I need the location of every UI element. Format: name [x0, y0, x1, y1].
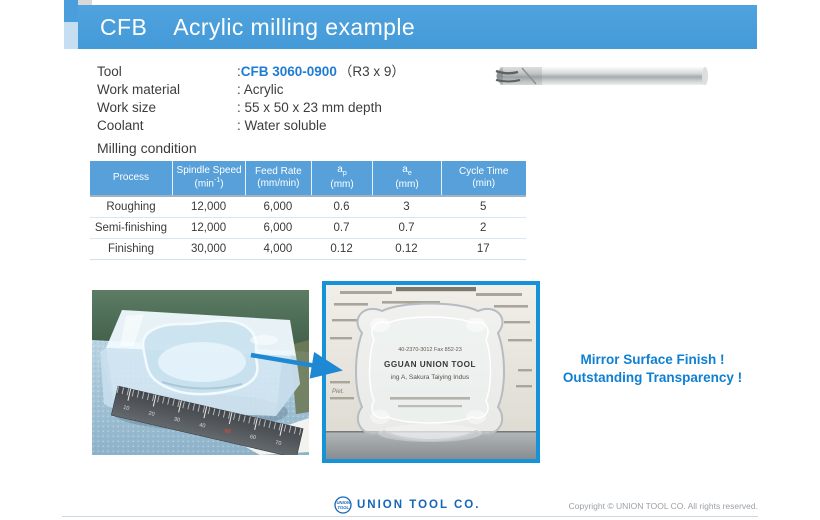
table-row-finishing: Finishing 30,000 4,000 0.12 0.12 17 — [90, 239, 526, 260]
svg-text:30: 30 — [173, 416, 180, 423]
spec-value: : Water soluble — [237, 118, 327, 133]
col-header-spindle-speed: Spindle Speed (min-1) — [171, 161, 245, 195]
transparency-closeup-photo: 40-2370-3012 Fax 852-23 GGUAN UNION TOOL… — [322, 281, 540, 463]
spec-row-tool: Tool : CFB 3060-0900 （R3 x 9） — [97, 63, 405, 81]
svg-text:70: 70 — [275, 440, 282, 447]
end-mill-photo — [495, 67, 708, 85]
milling-condition-title: Milling condition — [97, 140, 197, 156]
svg-text:40-2370-3012 Fax 852-23: 40-2370-3012 Fax 852-23 — [398, 347, 462, 353]
svg-text:ing A, Sakura Taiying Indus: ing A, Sakura Taiying Indus — [391, 374, 470, 381]
header-deco-square-lightblue — [64, 22, 78, 49]
table-header-row: Process Spindle Speed (min-1) Feed Rate … — [90, 161, 526, 197]
arrow-icon — [250, 351, 343, 379]
footer-divider — [62, 516, 758, 517]
spec-colon: : — [237, 64, 241, 79]
spec-value: : Acrylic — [237, 82, 284, 97]
page-title: CFB Acrylic milling example — [100, 14, 415, 41]
spec-row-coolant: Coolant : Water soluble — [97, 117, 405, 135]
col-header-ae: ae (mm) — [372, 161, 440, 195]
spec-label: Coolant — [97, 118, 144, 133]
callout-line-1: Mirror Surface Finish ! — [580, 352, 725, 367]
col-header-feed-rate: Feed Rate (mm/min) — [245, 161, 310, 195]
spec-row-work-size: Work size : 55 x 50 x 23 mm depth — [97, 99, 405, 117]
title-text: Acrylic milling example — [173, 13, 416, 40]
union-tool-logo-icon: UNION TOOL — [334, 496, 352, 514]
spec-label: Tool — [97, 64, 122, 79]
svg-text:UNION: UNION — [336, 500, 350, 505]
header-bar: CFB Acrylic milling example — [78, 5, 757, 49]
table-row-semi-finishing: Semi-finishing 12,000 6,000 0.7 0.7 2 — [90, 218, 526, 239]
svg-text:50: 50 — [224, 428, 231, 435]
spec-tool-code: CFB 3060-0900 — [240, 64, 337, 79]
svg-text:TOOL: TOOL — [337, 505, 350, 510]
tool-spec-list: Tool : CFB 3060-0900 （R3 x 9） Work mater… — [97, 63, 405, 135]
spec-label: Work size — [97, 100, 157, 115]
col-header-ap: ap (mm) — [310, 161, 373, 195]
ruler: 10 20 30 40 50 60 70 — [110, 385, 304, 455]
header-deco-square-blue — [64, 0, 78, 22]
svg-text:40: 40 — [199, 422, 206, 429]
spec-row-work-material: Work material : Acrylic — [97, 81, 405, 99]
spec-value: : 55 x 50 x 23 mm depth — [237, 100, 382, 115]
svg-text:GGUAN UNION TOOL: GGUAN UNION TOOL — [384, 360, 476, 369]
spec-tool-geometry: （R3 x 9） — [338, 64, 405, 79]
svg-text:10: 10 — [123, 405, 130, 412]
copyright-text: Copyright © UNION TOOL CO. All rights re… — [568, 501, 758, 511]
spec-label: Work material — [97, 82, 181, 97]
col-header-cycle-time: Cycle Time (min) — [440, 161, 526, 195]
company-name: UNION TOOL CO. — [357, 499, 481, 511]
table-row-roughing: Roughing 12,000 6,000 0.6 3 5 — [90, 197, 526, 218]
svg-text:Piet.: Piet. — [332, 389, 344, 395]
title-product-code: CFB — [100, 13, 148, 40]
callout-line-2: Outstanding Transparency ! — [562, 370, 743, 385]
svg-text:60: 60 — [249, 434, 256, 441]
milled-block-photo: 10 20 30 40 50 60 70 — [92, 290, 309, 455]
result-callout: Mirror Surface Finish ! Outstanding Tran… — [540, 351, 765, 387]
col-header-process: Process — [112, 171, 150, 183]
svg-text:20: 20 — [148, 411, 155, 418]
milling-condition-table: Process Spindle Speed (min-1) Feed Rate … — [90, 161, 526, 260]
